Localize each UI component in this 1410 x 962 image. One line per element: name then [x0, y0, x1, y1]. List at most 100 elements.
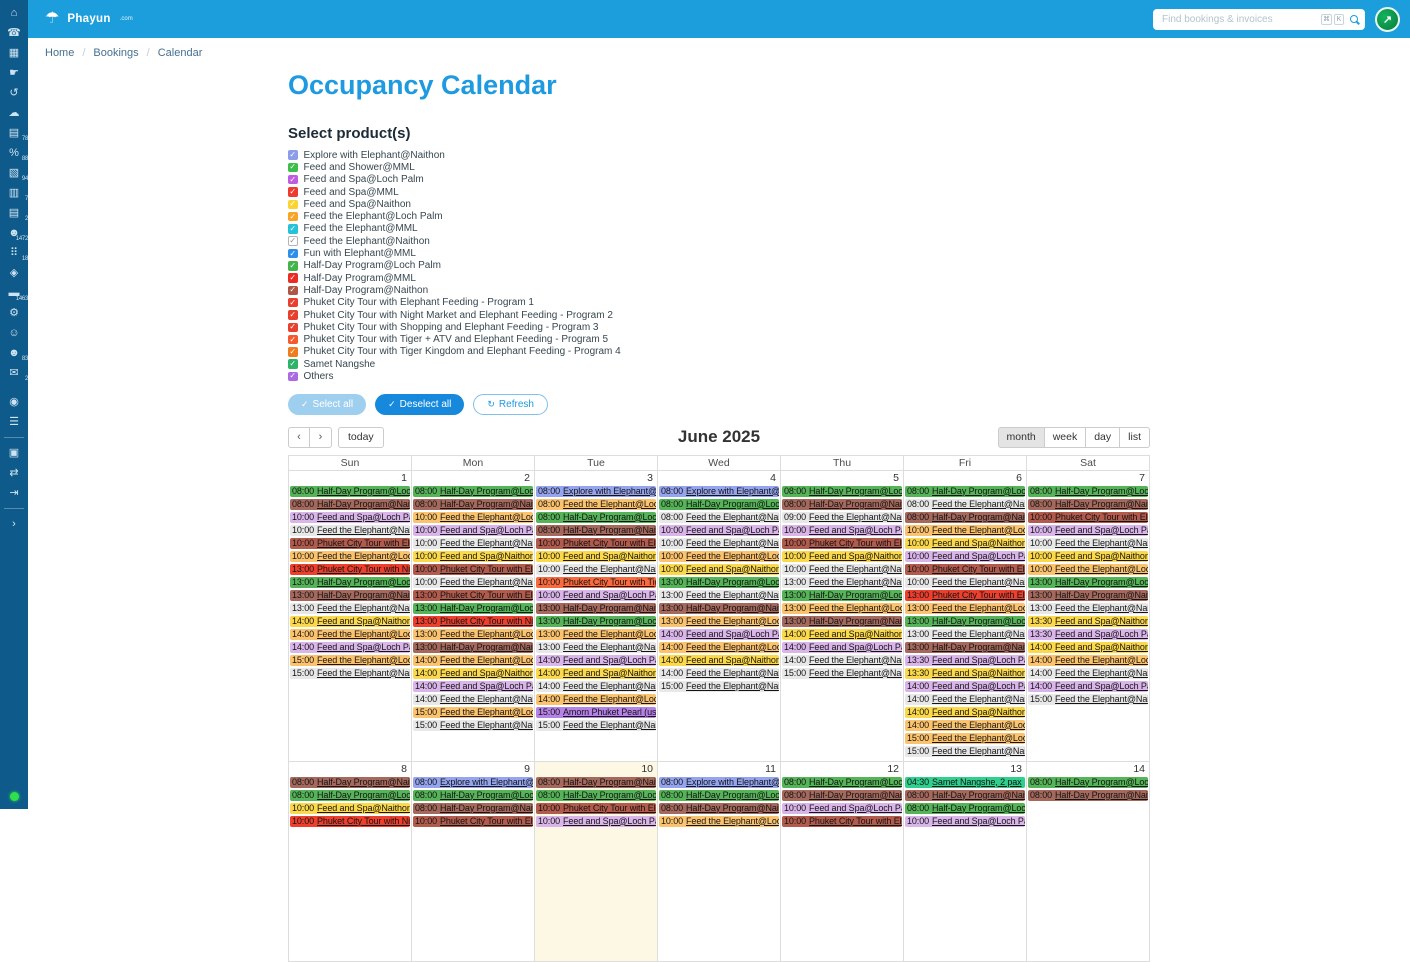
deselect-all-button[interactable]: ✓ Deselect all — [375, 393, 465, 415]
gear-icon[interactable]: ⚙ — [0, 303, 28, 323]
calendar-event[interactable]: 04:30 Samet Nangshe, 2 pax — [905, 776, 1025, 789]
product-checkbox[interactable]: ✓ — [288, 248, 298, 259]
product-checkbox[interactable]: ✓ — [288, 223, 298, 234]
chat-icon[interactable]: ✉ 2 — [0, 363, 28, 383]
product-checkbox[interactable]: ✓ — [288, 371, 298, 382]
product-checkbox[interactable]: ✓ — [288, 359, 298, 369]
swap-icon[interactable]: ⇄ — [0, 463, 28, 483]
breadcrumb-item[interactable]: Bookings — [93, 47, 139, 59]
person-add-icon[interactable]: ☺ — [0, 323, 28, 343]
lock-icon[interactable]: ▣ — [0, 443, 28, 463]
calendar-icon[interactable]: ▦ — [0, 43, 28, 63]
product-checkbox[interactable]: ✓ — [288, 211, 298, 222]
view-button-week[interactable]: week — [1044, 426, 1087, 448]
avatar[interactable]: ↗ — [1375, 6, 1400, 32]
product-checkbox[interactable]: ✓ — [288, 346, 298, 357]
product-checkbox[interactable]: ✓ — [288, 260, 298, 271]
next-month-button[interactable]: › — [310, 426, 332, 448]
product-checkbox[interactable]: ✓ — [288, 297, 298, 308]
list-icon[interactable]: ☰ — [0, 412, 28, 432]
product-checkbox[interactable]: ✓ — [288, 285, 298, 296]
product-checkbox[interactable]: ✓ — [288, 236, 298, 246]
invoices-icon[interactable]: ▤ 78 — [0, 123, 29, 143]
product-checkbox[interactable]: ✓ — [288, 310, 298, 320]
breadcrumb-item[interactable]: Calendar — [157, 47, 203, 59]
